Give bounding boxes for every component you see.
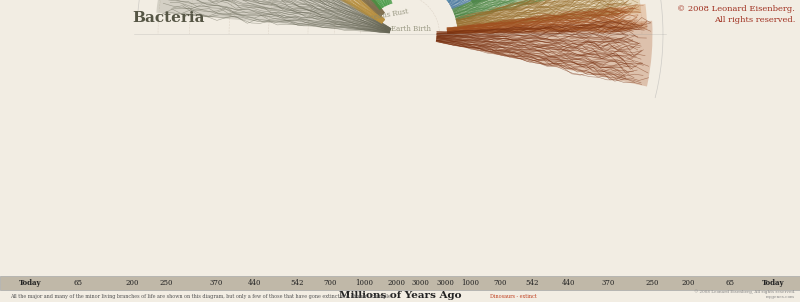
Text: 250: 250 [646,279,658,287]
Text: 200: 200 [126,279,138,287]
Wedge shape [436,21,653,86]
Text: 542: 542 [526,279,538,287]
Text: Global Ice Ages: Global Ice Ages [317,0,368,5]
Wedge shape [156,0,391,33]
Wedge shape [440,0,568,1]
Text: 3000: 3000 [436,279,454,287]
Text: 440: 440 [248,279,262,287]
Wedge shape [447,4,647,33]
Text: 440: 440 [562,279,574,287]
Text: © 2008 Leonard Eisenberg, All rights reserved.
mygenes.com: © 2008 Leonard Eisenberg, All rights res… [694,290,795,299]
Wedge shape [456,0,641,29]
Wedge shape [234,0,385,16]
Text: 370: 370 [210,279,222,287]
Text: 700: 700 [323,279,337,287]
Text: 370: 370 [602,279,614,287]
Wedge shape [248,0,392,10]
Text: 700: 700 [494,279,506,287]
Text: Bacteria: Bacteria [132,11,205,25]
Wedge shape [468,0,600,5]
Text: 65: 65 [74,279,82,287]
Text: 2000: 2000 [388,279,406,287]
Text: Millions of Years Ago: Millions of Years Ago [338,291,462,300]
Wedge shape [444,0,622,10]
Text: 200: 200 [682,279,694,287]
Text: 250: 250 [159,279,173,287]
Text: All the major and many of the minor living branches of life are shown on this di: All the major and many of the minor livi… [10,294,394,299]
Wedge shape [453,0,630,21]
Text: Today: Today [18,279,42,287]
Text: Earth Birth: Earth Birth [390,25,430,33]
Text: 65: 65 [726,279,734,287]
Text: Today: Today [762,279,784,287]
Text: 1000: 1000 [461,279,479,287]
Text: 1000: 1000 [355,279,373,287]
Text: Oceans Rust: Oceans Rust [364,7,410,23]
Text: © 2008 Leonard Eisenberg.
All rights reserved.: © 2008 Leonard Eisenberg. All rights res… [677,5,795,24]
Text: 542: 542 [290,279,304,287]
Wedge shape [199,0,385,24]
Bar [0,276,800,290]
Text: 3000: 3000 [411,279,429,287]
Text: Dinosaurs - extinct: Dinosaurs - extinct [490,294,537,299]
